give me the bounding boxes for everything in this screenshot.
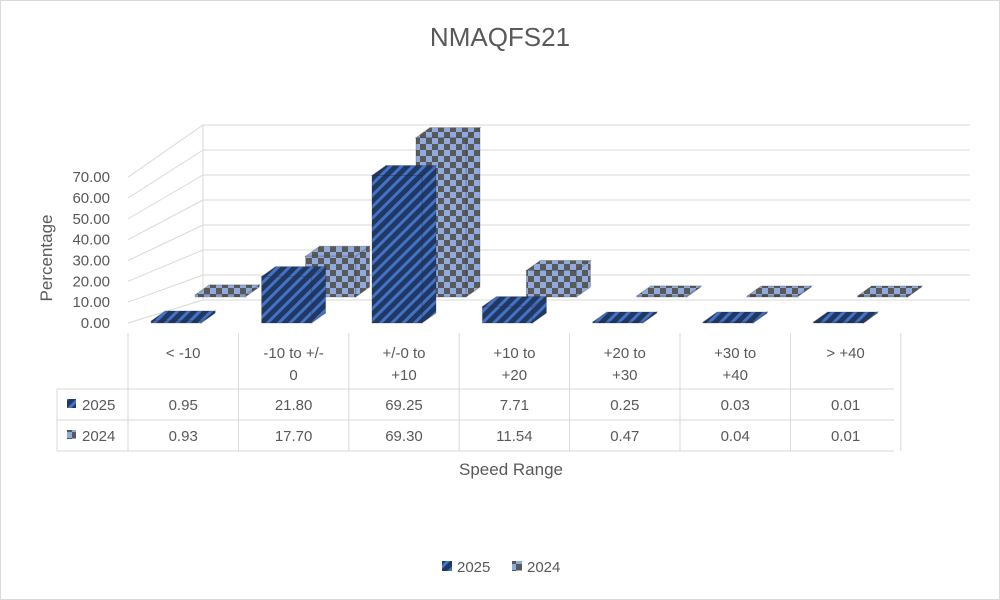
x-tick-label: +30 (612, 367, 637, 384)
bar-2024-front (857, 295, 909, 298)
bar-2024-front (525, 269, 577, 298)
bar-2024-front (194, 294, 246, 298)
bar-2025-side (421, 164, 437, 324)
bar-2025 (591, 311, 659, 324)
bar-2024 (193, 283, 261, 298)
bar-2025 (701, 311, 769, 324)
x-tick-label: +/-0 to (383, 345, 426, 362)
x-tick-label: 0 (289, 367, 297, 384)
data-label-2024: 0.01 (831, 428, 860, 445)
data-label-2025: 69.25 (385, 397, 423, 414)
x-tick-label: +40 (722, 367, 747, 384)
bar-2025 (370, 164, 438, 324)
legend-label-2024: 2024 (527, 559, 560, 576)
bar-2024 (524, 259, 592, 298)
data-label-2024: 69.30 (385, 428, 423, 445)
bar-2025-front (481, 306, 533, 324)
gridline-side (127, 274, 204, 303)
data-label-2025: 0.95 (169, 397, 198, 414)
x-tick-label: +30 to (714, 345, 756, 362)
y-tick-label: 70.00 (72, 169, 110, 186)
bar-2024 (745, 285, 813, 298)
bar-2025-front (813, 321, 865, 324)
data-label-2025: 7.71 (500, 397, 529, 414)
gridline-side (127, 249, 204, 282)
gridline-side (127, 224, 204, 261)
bar-2024 (635, 284, 703, 298)
bar-2025-front (371, 174, 423, 324)
bar-2025 (812, 311, 880, 324)
x-tick-label: +20 to (604, 345, 646, 362)
x-axis-label: Speed Range (459, 460, 563, 479)
bar-2025 (149, 310, 217, 324)
bar-2024-side (465, 126, 481, 298)
x-tick-label: +10 to (493, 345, 535, 362)
bars-layer (149, 126, 924, 324)
y-tick-label: 30.00 (72, 253, 110, 270)
y-tick-label: 20.00 (72, 273, 110, 290)
y-axis-label: Percentage (37, 215, 56, 302)
x-tick-label: +20 (502, 367, 527, 384)
bar-2025-front (150, 320, 202, 324)
data-label-2024: 0.47 (610, 428, 639, 445)
chart-title: NMAQFS21 (430, 22, 570, 52)
data-label-2024: 0.93 (169, 428, 198, 445)
y-tick-label: 40.00 (72, 232, 110, 249)
x-tick-label: > +40 (826, 345, 864, 362)
bar-2025 (260, 265, 328, 324)
bar-2025-front (592, 321, 644, 324)
data-table: < -10 0.95 0.93 -10 to +/- 0 21.80 17.70 +/-0 t… (56, 333, 902, 452)
bar-2024 (856, 285, 924, 298)
bar-2025-front (702, 321, 754, 324)
bar-2024-front (636, 295, 688, 298)
y-tick-label: 0.00 (81, 315, 110, 332)
gridline-side (127, 174, 204, 220)
table-key-2025 (67, 399, 76, 408)
data-label-2025: 0.01 (831, 397, 860, 414)
y-tick-label: 10.00 (72, 294, 110, 311)
legend-label-2025: 2025 (457, 559, 490, 576)
data-label-2025: 0.25 (610, 397, 639, 414)
table-series-name-2025: 2025 (82, 397, 115, 414)
data-label-2024: 11.54 (496, 428, 532, 445)
gridline-side (127, 199, 204, 241)
bar-2025 (480, 295, 548, 324)
gridline-side (127, 124, 204, 178)
data-label-2025: 21.80 (275, 397, 313, 414)
data-label-2024: 17.70 (275, 428, 313, 445)
y-tick-label: 50.00 (72, 211, 110, 228)
bar-2024-front (746, 295, 798, 298)
grid-layer (127, 124, 970, 324)
bar-2025-front (261, 276, 313, 324)
legend: 2025 2024 (442, 559, 560, 576)
data-label-2025: 0.03 (721, 397, 750, 414)
x-tick-label: +10 (391, 367, 416, 384)
table-key-2024 (67, 430, 76, 439)
x-tick-label: < -10 (166, 345, 201, 362)
y-tick-label: 60.00 (72, 190, 110, 207)
x-tick-label: -10 to +/- (263, 345, 323, 362)
data-label-2024: 0.04 (721, 428, 750, 445)
gridline-side (127, 149, 204, 199)
legend-swatch-2024 (512, 561, 522, 571)
table-series-name-2024: 2024 (82, 428, 115, 445)
y-axis: 0.00 10.00 20.00 30.00 40.00 50.00 60.00 70.00 (72, 169, 110, 332)
legend-swatch-2025 (442, 561, 452, 571)
